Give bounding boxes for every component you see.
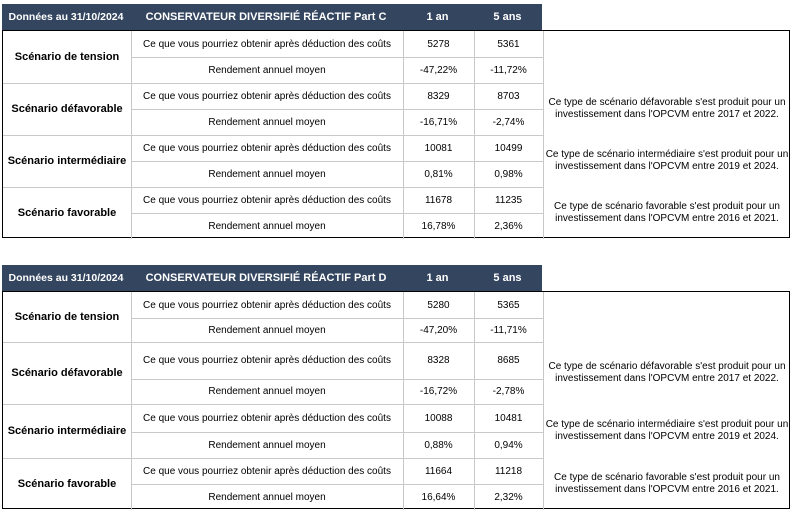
grid-line	[131, 57, 543, 58]
return-5-years: -11,72%	[490, 64, 527, 76]
amount-5-years: 8703	[497, 90, 520, 102]
grid-line	[131, 31, 132, 239]
return-label: Rendement annuel moyen	[208, 168, 326, 180]
grid-line	[3, 83, 543, 84]
scenario-table: Données au 31/10/2024 CONSERVATEUR DIVERS…	[2, 265, 792, 510]
return-label: Rendement annuel moyen	[208, 116, 326, 128]
grid-line	[131, 292, 132, 510]
amount-1-year: 8329	[427, 90, 450, 102]
return-1-year: 16,78%	[421, 220, 456, 232]
table-body: Scénario de tension Ce que vous pourriez …	[2, 30, 790, 239]
grid-line	[543, 31, 544, 239]
return-1-year: 0,88%	[424, 439, 453, 451]
amount-label: Ce que vous pourriez obtenir après déduc…	[143, 299, 391, 311]
column-5-years: 5 ans	[493, 272, 522, 284]
return-1-year: 16,64%	[421, 491, 456, 503]
grid-line	[131, 109, 543, 110]
scenario-name: Scénario de tension	[14, 311, 120, 323]
amount-5-years: 11218	[494, 465, 523, 477]
grid-line	[3, 135, 543, 136]
grid-line	[3, 404, 543, 405]
amount-1-year: 8328	[427, 355, 450, 366]
amount-1-year: 11678	[424, 194, 453, 206]
amount-label: Ce que vous pourriez obtenir après déduc…	[143, 412, 391, 424]
grid-line	[403, 31, 404, 239]
return-5-years: 0,94%	[494, 439, 523, 451]
return-5-years: -11,71%	[490, 324, 527, 336]
return-5-years: 2,36%	[494, 220, 523, 232]
table-header: Données au 31/10/2024 CONSERVATEUR DIVERS…	[2, 4, 542, 30]
scenario-note: Ce type de scénario intermédiaire s'est …	[545, 149, 789, 172]
column-1-year: 1 an	[426, 272, 449, 284]
grid-line	[474, 31, 475, 239]
grid-line	[131, 379, 543, 380]
return-5-years: -2,74%	[492, 116, 525, 128]
amount-label: Ce que vous pourriez obtenir après déduc…	[143, 194, 391, 206]
amount-label: Ce que vous pourriez obtenir après déduc…	[143, 38, 391, 50]
return-1-year: -16,71%	[419, 116, 458, 128]
amount-label: Ce que vous pourriez obtenir après déduc…	[143, 90, 391, 102]
amount-1-year: 10088	[424, 412, 453, 424]
table-title: CONSERVATEUR DIVERSIFIÉ RÉACTIF Part D	[145, 272, 387, 284]
scenario-note: Ce type de scénario favorable s'est prod…	[554, 472, 780, 495]
return-label: Rendement annuel moyen	[208, 64, 326, 76]
amount-5-years: 11235	[494, 194, 523, 206]
scenario-note: Ce type de scénario intermédiaire s'est …	[545, 419, 789, 442]
date-label: Données au 31/10/2024	[8, 11, 124, 23]
grid-line	[131, 484, 543, 485]
amount-label: Ce que vous pourriez obtenir après déduc…	[143, 142, 391, 154]
scenario-name: Scénario favorable	[17, 478, 117, 490]
grid-line	[131, 213, 543, 214]
scenario-name: Scénario défavorable	[11, 103, 123, 115]
grid-line	[543, 292, 544, 510]
scenario-name: Scénario intermédiaire	[7, 425, 127, 437]
return-5-years: 0,98%	[494, 168, 523, 180]
grid-line	[403, 292, 404, 510]
column-5-years: 5 ans	[493, 11, 522, 23]
scenario-table: Données au 31/10/2024 CONSERVATEUR DIVERS…	[2, 4, 792, 239]
grid-line	[131, 432, 543, 433]
return-5-years: -2,78%	[492, 386, 525, 397]
scenario-note: Ce type de scénario favorable s'est prod…	[554, 201, 780, 224]
grid-line	[3, 342, 543, 343]
amount-label: Ce que vous pourriez obtenir après déduc…	[143, 355, 391, 366]
table-header: Données au 31/10/2024 CONSERVATEUR DIVERS…	[2, 265, 542, 291]
return-5-years: 2,32%	[494, 491, 523, 503]
scenario-name: Scénario de tension	[14, 51, 120, 63]
table-body: Scénario de tension Ce que vous pourriez …	[2, 291, 790, 510]
amount-5-years: 10481	[494, 412, 523, 424]
scenario-note: Ce type de scénario défavorable s'est pr…	[548, 97, 786, 120]
scenario-name: Scénario défavorable	[11, 367, 123, 379]
return-1-year: -16,72%	[419, 386, 458, 397]
return-label: Rendement annuel moyen	[208, 491, 326, 503]
amount-1-year: 11664	[424, 465, 453, 477]
table-title: CONSERVATEUR DIVERSIFIÉ RÉACTIF Part C	[145, 11, 387, 23]
amount-1-year: 5280	[427, 299, 450, 311]
return-label: Rendement annuel moyen	[208, 220, 326, 232]
grid-line	[131, 318, 543, 319]
amount-5-years: 5365	[497, 299, 520, 311]
grid-line	[3, 458, 543, 459]
return-label: Rendement annuel moyen	[208, 386, 326, 397]
return-1-year: -47,22%	[419, 64, 458, 76]
return-1-year: 0,81%	[424, 168, 453, 180]
return-1-year: -47,20%	[419, 324, 458, 336]
amount-label: Ce que vous pourriez obtenir après déduc…	[143, 465, 391, 477]
amount-5-years: 5361	[497, 38, 520, 50]
amount-5-years: 10499	[494, 142, 523, 154]
amount-5-years: 8685	[497, 355, 520, 366]
grid-line	[474, 292, 475, 510]
date-label: Données au 31/10/2024	[8, 272, 124, 284]
grid-line	[131, 161, 543, 162]
amount-1-year: 10081	[424, 142, 453, 154]
column-1-year: 1 an	[426, 11, 449, 23]
scenario-name: Scénario intermédiaire	[7, 155, 127, 167]
grid-line	[3, 187, 543, 188]
scenario-name: Scénario favorable	[17, 207, 117, 219]
return-label: Rendement annuel moyen	[208, 439, 326, 451]
scenario-note: Ce type de scénario défavorable s'est pr…	[548, 361, 786, 384]
return-label: Rendement annuel moyen	[208, 324, 326, 336]
amount-1-year: 5278	[427, 38, 450, 50]
